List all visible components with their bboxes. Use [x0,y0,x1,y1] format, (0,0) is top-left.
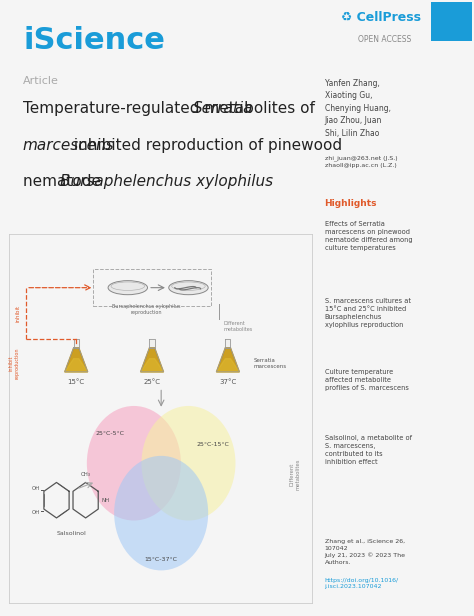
Text: 37°C: 37°C [219,379,237,385]
Text: Different
metabolites: Different metabolites [223,321,253,332]
Polygon shape [149,339,155,348]
Text: Article: Article [23,76,58,86]
Text: OH: OH [32,486,40,491]
Text: Effects of Serratia
marcescens on pinewood
nematode differed among
culture tempe: Effects of Serratia marcescens on pinewo… [325,221,412,251]
Polygon shape [225,339,230,348]
Text: inhibit
reproduction: inhibit reproduction [9,347,19,379]
Polygon shape [65,359,88,372]
Text: 15°C: 15°C [68,379,85,385]
Text: inhibited reproduction of pinewood: inhibited reproduction of pinewood [69,137,342,153]
Text: nematode: nematode [23,174,105,189]
Text: Bursaphelenchus xylophilus
reproduction: Bursaphelenchus xylophilus reproduction [112,304,180,315]
Text: Highlights: Highlights [325,200,377,208]
Text: ♻ CellPress: ♻ CellPress [341,11,421,24]
Text: iScience: iScience [24,26,165,55]
Text: inhibit: inhibit [16,305,20,322]
Text: CH₃: CH₃ [81,472,91,477]
Text: Salsolinol, a metabolite of
S. marcescens,
contributed to its
inhibition effect: Salsolinol, a metabolite of S. marcescen… [325,435,411,465]
Text: Salsolinol: Salsolinol [56,531,86,536]
Text: OH: OH [32,509,40,514]
Circle shape [141,406,236,521]
Ellipse shape [169,281,208,294]
Text: marcescens: marcescens [23,137,114,153]
Circle shape [114,456,208,570]
Text: https://doi.org/10.1016/
j.isci.2023.107042: https://doi.org/10.1016/ j.isci.2023.107… [325,578,399,590]
Text: OPEN ACCESS: OPEN ACCESS [358,36,411,44]
Ellipse shape [108,281,147,294]
Text: 25°C: 25°C [144,379,161,385]
Polygon shape [73,339,79,348]
Text: NH: NH [102,498,110,503]
Text: 25°C-5°C: 25°C-5°C [95,431,124,436]
FancyBboxPatch shape [431,2,472,41]
Text: Bursaphelenchus xylophilus: Bursaphelenchus xylophilus [60,174,273,189]
Text: Zhang et al., iScience 26,
107042
July 21, 2023 © 2023 The
Authors.: Zhang et al., iScience 26, 107042 July 2… [325,539,405,565]
Polygon shape [65,348,88,372]
Polygon shape [217,348,239,372]
Text: Serratia: Serratia [193,101,254,116]
Text: Different
metabolites: Different metabolites [289,458,300,490]
Text: S. marcescens cultures at
15°C and 25°C inhibited
Bursaphelenchus
xylophilus rep: S. marcescens cultures at 15°C and 25°C … [325,298,410,328]
Polygon shape [217,359,239,372]
Polygon shape [141,348,164,372]
Text: 25°C-15°C: 25°C-15°C [196,442,229,447]
Text: Serratia
marcescens: Serratia marcescens [254,358,287,369]
Text: zhi_juan@263.net (J.S.)
zhaoll@ipp.ac.cn (L.Z.): zhi_juan@263.net (J.S.) zhaoll@ipp.ac.cn… [325,155,397,168]
Text: Temperature-regulated metabolites of: Temperature-regulated metabolites of [23,101,319,116]
Polygon shape [141,359,164,372]
Circle shape [87,406,181,521]
Text: Culture temperature
affected metabolite
profiles of S. marcescens: Culture temperature affected metabolite … [325,369,409,391]
Text: Yanfen Zhang,
Xiaoting Gu,
Chenying Huang,
Jiao Zhou, Juan
Shi, Lilin Zhao: Yanfen Zhang, Xiaoting Gu, Chenying Huan… [325,79,391,138]
Text: 15°C-37°C: 15°C-37°C [145,557,178,562]
